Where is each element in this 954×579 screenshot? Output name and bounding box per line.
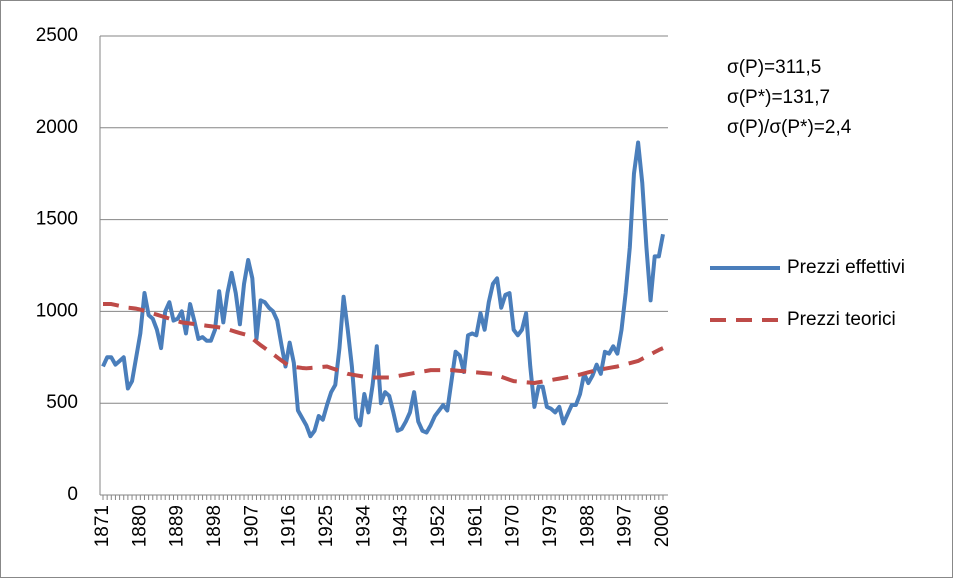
series-line xyxy=(103,302,664,386)
x-tick-label: 2006 xyxy=(652,505,673,547)
annotation: σ(P)=311,5 xyxy=(727,57,821,78)
x-tick-label: 1997 xyxy=(615,505,636,547)
annotations: σ(P)=311,5 σ(P*)=131,7 σ(P)/σ(P*)=2,4 xyxy=(727,57,852,138)
y-tick-label: 1000 xyxy=(36,300,78,321)
x-tick-label: 1952 xyxy=(428,505,449,547)
y-tick-label: 1500 xyxy=(36,209,78,230)
x-tick-label: 1871 xyxy=(92,505,113,547)
legend-label: Prezzi effettivi xyxy=(787,257,905,278)
y-tick-label: 2000 xyxy=(36,117,78,138)
x-tick-label: 1979 xyxy=(540,505,561,547)
x-tick-label: 1898 xyxy=(204,505,225,547)
x-tick-label: 1880 xyxy=(129,505,150,547)
y-tick-label: 2500 xyxy=(36,25,78,46)
x-tick-label: 1970 xyxy=(503,505,524,547)
x-tick-label: 1988 xyxy=(577,505,598,547)
x-tick-label: 1916 xyxy=(279,505,300,547)
annotation: σ(P*)=131,7 xyxy=(727,87,830,108)
legend-label: Prezzi teorici xyxy=(787,309,896,330)
x-tick-label: 1961 xyxy=(465,505,486,547)
x-tick-label: 1889 xyxy=(167,505,188,547)
x-tick-label: 1934 xyxy=(353,505,374,548)
y-tick-label: 0 xyxy=(67,484,78,505)
annotation: σ(P)/σ(P*)=2,4 xyxy=(727,117,852,138)
series-line xyxy=(101,140,665,439)
x-tick-label: 1925 xyxy=(316,505,337,547)
x-tick-label: 1943 xyxy=(391,505,412,547)
y-tick-label: 500 xyxy=(46,392,78,413)
x-tick-label: 1907 xyxy=(241,505,262,547)
